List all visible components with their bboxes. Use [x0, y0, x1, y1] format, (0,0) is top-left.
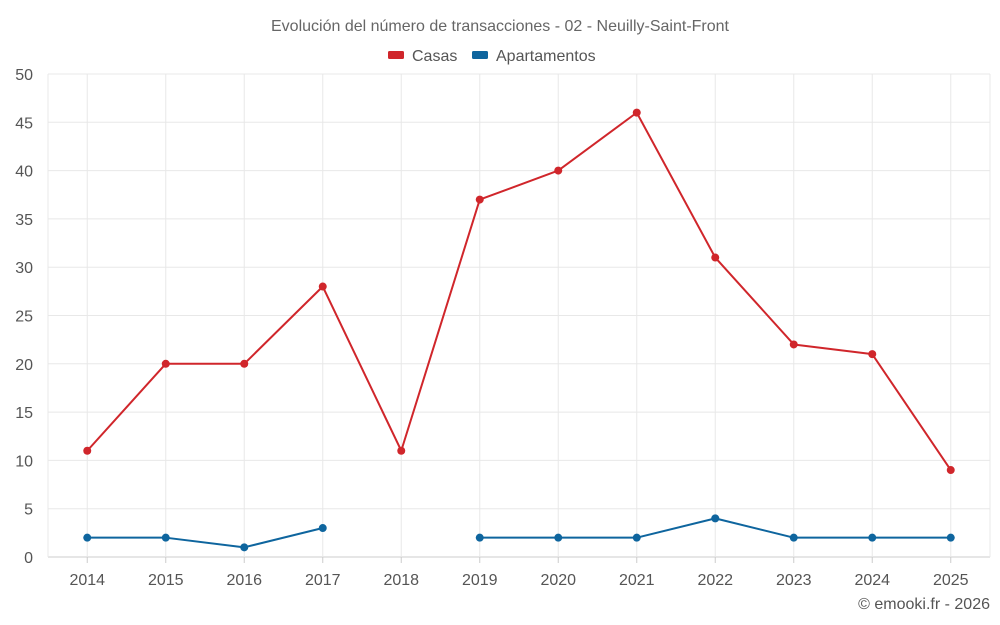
x-tick-label: 2014 — [69, 572, 105, 589]
y-tick-label: 50 — [15, 67, 33, 84]
credit-text: © emooki.fr - 2026 — [858, 596, 990, 613]
y-tick-label: 15 — [15, 405, 33, 422]
data-point-apartamentos[interactable] — [318, 524, 327, 533]
series-line-casas — [86, 111, 952, 471]
legend-swatch-apartamentos — [472, 51, 488, 59]
x-tick-label: 2019 — [462, 572, 498, 589]
data-point-casas[interactable] — [632, 108, 641, 117]
data-point-apartamentos[interactable] — [83, 533, 92, 542]
grid — [47, 73, 991, 558]
data-point-apartamentos[interactable] — [161, 533, 170, 542]
legend: Casas Apartamentos — [388, 48, 596, 65]
data-point-casas[interactable] — [240, 359, 249, 368]
x-tick-label: 2016 — [226, 572, 262, 589]
data-point-casas[interactable] — [161, 359, 170, 368]
data-point-casas[interactable] — [397, 446, 406, 455]
x-tick-label: 2024 — [854, 572, 890, 589]
x-tick-label: 2018 — [383, 572, 419, 589]
data-point-apartamentos[interactable] — [554, 533, 563, 542]
data-point-casas[interactable] — [554, 166, 563, 175]
legend-label-apartamentos[interactable]: Apartamentos — [496, 48, 596, 65]
data-point-apartamentos[interactable] — [789, 533, 798, 542]
data-point-apartamentos[interactable] — [711, 514, 720, 523]
x-tick-label: 2017 — [305, 572, 341, 589]
series-line-apartamentos — [87, 527, 323, 549]
y-tick-label: 5 — [24, 502, 33, 519]
data-point-casas[interactable] — [318, 282, 327, 291]
data-point-casas[interactable] — [711, 253, 720, 262]
y-tick-label: 10 — [15, 453, 33, 470]
x-axis: 2014 2015 2016 2017 2018 2019 2020 2021 2022 2023… — [69, 557, 969, 589]
data-point-casas[interactable] — [868, 350, 877, 359]
y-tick-label: 0 — [24, 550, 33, 567]
y-tick-label: 25 — [15, 309, 33, 326]
data-point-apartamentos[interactable] — [240, 543, 249, 552]
data-point-apartamentos[interactable] — [946, 533, 955, 542]
x-tick-label: 2023 — [776, 572, 812, 589]
legend-label-casas[interactable]: Casas — [412, 48, 457, 65]
legend-swatch-casas — [388, 51, 404, 59]
data-point-casas[interactable] — [83, 446, 92, 455]
y-tick-label: 40 — [15, 164, 33, 181]
data-point-apartamentos[interactable] — [632, 533, 641, 542]
y-tick-label: 20 — [15, 357, 33, 374]
chart-title: Evolución del número de transacciones - … — [271, 18, 730, 35]
series-group — [83, 108, 955, 552]
data-point-casas[interactable] — [946, 466, 955, 475]
y-axis: 0 5 10 15 20 25 30 35 40 45 50 — [15, 67, 33, 567]
y-tick-label: 35 — [15, 212, 33, 229]
data-point-casas[interactable] — [789, 340, 798, 349]
x-tick-label: 2025 — [933, 572, 969, 589]
data-point-apartamentos[interactable] — [475, 533, 484, 542]
data-point-apartamentos[interactable] — [868, 533, 877, 542]
x-tick-label: 2022 — [697, 572, 733, 589]
data-point-casas[interactable] — [475, 195, 484, 204]
x-tick-label: 2021 — [619, 572, 655, 589]
y-tick-label: 45 — [15, 115, 33, 132]
x-tick-label: 2015 — [148, 572, 184, 589]
x-tick-label: 2020 — [540, 572, 576, 589]
y-tick-label: 30 — [15, 260, 33, 277]
